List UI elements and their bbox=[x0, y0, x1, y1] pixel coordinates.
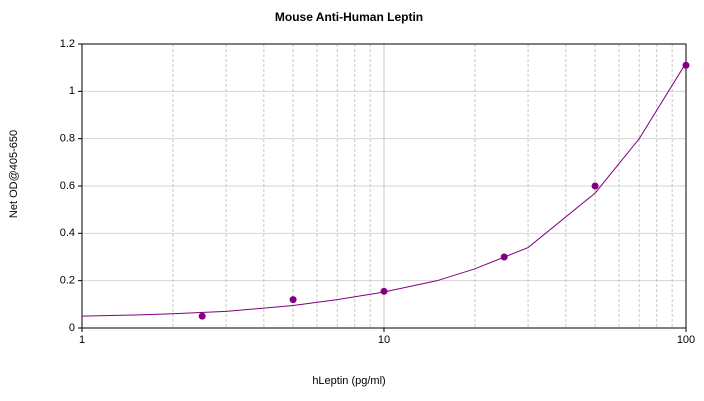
plot-frame bbox=[81, 43, 687, 329]
data-point bbox=[380, 287, 388, 295]
y-tick-label: 0 bbox=[69, 322, 75, 334]
x-tick-label: 100 bbox=[677, 334, 695, 346]
chart-title: Mouse Anti-Human Leptin bbox=[275, 10, 423, 24]
data-point bbox=[500, 253, 508, 261]
y-tick-label: 0.4 bbox=[60, 227, 75, 239]
data-point bbox=[198, 312, 206, 320]
y-tick-label: 0.8 bbox=[60, 133, 75, 145]
data-point bbox=[682, 61, 690, 69]
y-tick-label: 0.2 bbox=[60, 275, 75, 287]
x-axis-label: hLeptin (pg/ml) bbox=[312, 375, 385, 387]
data-point bbox=[289, 296, 297, 304]
data-point bbox=[591, 182, 599, 190]
y-axis-label: Net OD@405-650 bbox=[8, 130, 20, 218]
y-tick-label: 0.6 bbox=[60, 180, 75, 192]
y-tick-label: 1 bbox=[69, 85, 75, 97]
x-tick-label: 10 bbox=[378, 334, 390, 346]
x-tick-label: 1 bbox=[79, 334, 85, 346]
y-tick-label: 1.2 bbox=[60, 38, 75, 50]
